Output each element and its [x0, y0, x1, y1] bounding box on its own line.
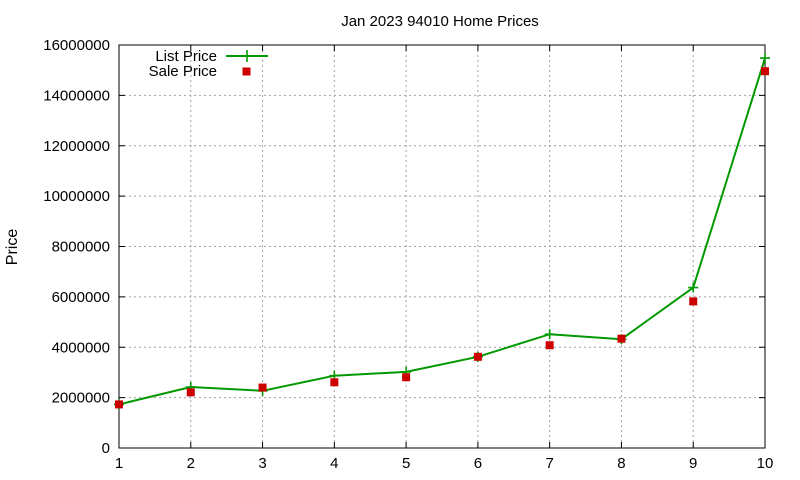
- x-tick-label: 1: [115, 455, 123, 472]
- sale-price-point: [761, 67, 769, 76]
- axis-layer: [118, 44, 766, 449]
- legend-marker-sale-price: [242, 67, 251, 76]
- y-tick-label: 10000000: [43, 188, 110, 205]
- sale-price-point: [689, 297, 698, 306]
- x-tick-label: 10: [757, 455, 774, 472]
- plot-border: [118, 44, 766, 449]
- sale-price-point: [330, 378, 339, 387]
- series-layer: [114, 53, 770, 410]
- list-price-point: [760, 53, 770, 64]
- x-tick-label: 4: [330, 455, 338, 472]
- sale-price-point: [473, 352, 482, 361]
- x-tick-label: 8: [617, 455, 625, 472]
- y-tick-label: 8000000: [52, 239, 110, 256]
- x-tick-label: 3: [258, 455, 266, 472]
- chart-title: Jan 2023 94010 Home Prices: [341, 13, 539, 30]
- legend-label-sale-price: Sale Price: [149, 63, 217, 80]
- list-price-point: [544, 329, 555, 340]
- sale-price-point: [617, 334, 626, 343]
- x-tick-label: 5: [402, 455, 410, 472]
- y-tick-label: 16000000: [43, 37, 110, 54]
- y-tick-label: 0: [102, 440, 110, 457]
- legend-marker-list-price: [241, 50, 253, 62]
- tick-label-layer: 0 2000000 4000000 6000000 8000000 10000000 120…: [43, 37, 773, 472]
- sale-price-point: [115, 400, 123, 409]
- y-tick-label: 2000000: [52, 390, 110, 407]
- list-price-line: [118, 57, 766, 406]
- legend: List Price Sale Price: [149, 48, 268, 80]
- sale-price-point: [545, 341, 554, 350]
- sale-price-point: [402, 373, 411, 382]
- sale-price-point: [258, 383, 267, 392]
- x-tick-label: 2: [187, 455, 195, 472]
- x-tick-label: 6: [474, 455, 482, 472]
- list-price-point: [688, 282, 699, 293]
- y-axis-label: Price: [4, 229, 21, 266]
- y-tick-label: 4000000: [52, 339, 110, 356]
- x-tick-label: 9: [689, 455, 697, 472]
- y-tick-label: 12000000: [43, 138, 110, 155]
- legend-label-list-price: List Price: [155, 48, 217, 65]
- y-tick-label: 14000000: [43, 87, 110, 104]
- x-tick-label: 7: [545, 455, 553, 472]
- sale-price-point: [186, 388, 195, 397]
- y-tick-label: 6000000: [52, 289, 110, 306]
